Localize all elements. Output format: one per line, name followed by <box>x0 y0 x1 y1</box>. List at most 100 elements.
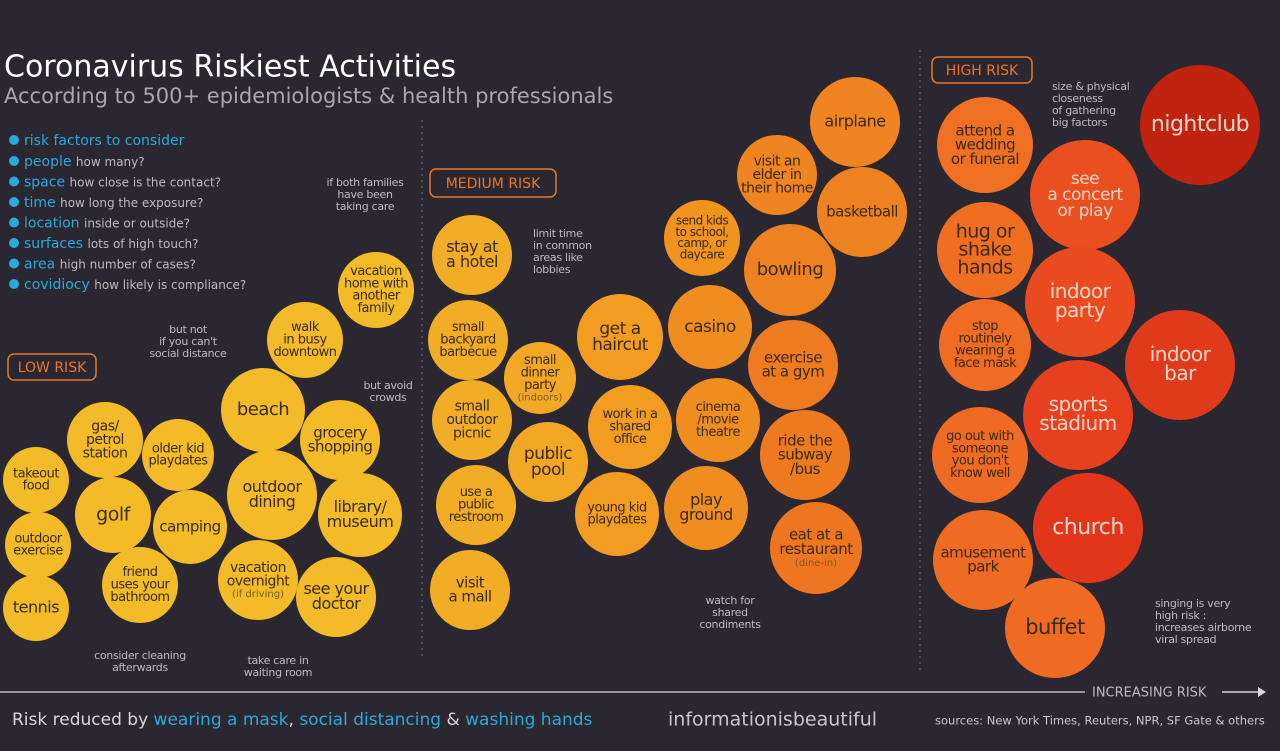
activity-label: walk <box>291 320 320 335</box>
factor-detail: inside or outside? <box>84 216 190 230</box>
axis-label: INCREASING RISK <box>1092 686 1207 701</box>
axis-arrowhead <box>1258 687 1266 697</box>
activity-bubble <box>296 557 376 637</box>
activity-label: work in a <box>602 407 657 422</box>
activity-bubble <box>770 502 862 594</box>
activity-label: church <box>1052 515 1124 540</box>
activity-bubble <box>75 477 151 553</box>
activity-label: park <box>967 558 999 576</box>
activity-label: get a <box>599 319 640 339</box>
activity-label: exercise <box>13 544 63 559</box>
activity-bubble <box>300 400 380 480</box>
activity-label: small <box>455 399 490 415</box>
activity-label: stay at <box>446 237 498 256</box>
annotation: crowds <box>370 391 408 404</box>
activity-label: in busy <box>283 333 327 348</box>
title: Coronavirus Riskiest Activities <box>4 50 456 85</box>
factor-heading: risk factors to consider <box>24 133 185 149</box>
activity-bubble <box>428 300 508 380</box>
activity-bubble <box>937 97 1033 193</box>
activity-label: pool <box>531 460 565 480</box>
activity-bubble <box>508 422 588 502</box>
factor-detail: how long the exposure? <box>60 196 203 210</box>
annotation: but not <box>169 323 208 336</box>
annotation: but avoid <box>363 379 412 392</box>
activity-label: library/ <box>334 497 388 516</box>
activity-bubble <box>676 378 760 462</box>
factor-name: time <box>24 195 56 211</box>
activity-label: or funeral <box>951 150 1019 168</box>
activity-label: or play <box>1057 201 1113 221</box>
activity-label: sports <box>1049 392 1108 416</box>
activity-label: indoor <box>1050 279 1112 303</box>
activity-label: exercise <box>764 348 822 366</box>
factor: covidiocy how likely is compliance? <box>24 277 246 293</box>
activity-label: downtown <box>274 345 337 360</box>
factor: space how close is the contact? <box>24 175 221 191</box>
activity-bubble <box>1005 578 1105 678</box>
activity-label: food <box>23 479 50 494</box>
activity-bubble <box>432 380 512 460</box>
activity-bubble <box>1023 360 1133 470</box>
activity-bubble <box>748 320 838 410</box>
activity-label: family <box>357 301 395 316</box>
activity-label: see your <box>303 579 369 598</box>
annotation: in common <box>533 239 592 252</box>
annotation: afterwards <box>112 661 168 674</box>
annotation: singing is very <box>1155 597 1231 610</box>
factor-icon <box>9 238 19 248</box>
zone-box <box>7 353 97 381</box>
activity-label: someone <box>952 441 1009 456</box>
activity-label: a hotel <box>446 252 498 271</box>
activity-label: basketball <box>826 203 898 221</box>
activity-label: uses your <box>111 578 171 593</box>
factor-detail: high number of cases? <box>60 257 196 271</box>
activity-note: (dine-in) <box>795 558 837 569</box>
activity-label: elder in <box>753 167 802 183</box>
activity-label: play <box>690 490 722 509</box>
factor: surfaces lots of high touch? <box>24 236 199 252</box>
zone-label: LOW RISK <box>18 360 87 376</box>
activity-label: their home <box>741 180 813 196</box>
activity-label: use a <box>460 485 493 500</box>
activity-label: visit an <box>754 154 801 170</box>
factor-detail: how close is the contact? <box>70 175 221 189</box>
activity-label: daycare <box>680 248 725 262</box>
annotation: viral spread <box>1155 633 1216 646</box>
separator: , <box>289 710 294 730</box>
activity-label: stadium <box>1039 411 1116 435</box>
annotation: have been <box>337 188 393 201</box>
activity-label: grocery <box>313 423 367 441</box>
activity-label: at a gym <box>762 363 825 381</box>
activity-label: friend <box>122 565 157 580</box>
activity-label: golf <box>96 504 131 526</box>
activity-bubble <box>102 547 178 623</box>
annotation: areas like <box>533 251 583 264</box>
zone-box <box>931 56 1033 84</box>
activity-label: cinema <box>696 400 741 415</box>
activity-label: haircut <box>592 335 649 355</box>
factor-name: location <box>24 216 80 232</box>
activity-label: a concert <box>1047 185 1123 205</box>
activity-label: restroom <box>449 510 504 525</box>
activity-label: small <box>524 353 556 368</box>
brand: informationisbeautiful <box>668 709 877 731</box>
activity-label: home with <box>344 276 408 291</box>
activity-bubble <box>760 410 850 500</box>
factor-name: people <box>24 154 71 170</box>
factor: time how long the exposure? <box>24 195 203 211</box>
activity-label: shared <box>609 420 651 435</box>
annotation: shared <box>712 606 748 619</box>
activity-label: vacation <box>230 560 286 576</box>
activity-label: indoor <box>1150 342 1212 366</box>
annotation: take care in <box>247 654 308 667</box>
activity-bubble <box>153 490 227 564</box>
activity-note: (indoors) <box>518 392 563 403</box>
annotation: consider cleaning <box>94 649 186 662</box>
activity-bubble <box>227 450 317 540</box>
annotation: limit time <box>533 227 583 240</box>
annotation: lobbies <box>533 263 571 276</box>
annotation: high risk : <box>1155 609 1206 622</box>
annotation: waiting room <box>244 666 312 679</box>
factor: people how many? <box>24 154 145 170</box>
